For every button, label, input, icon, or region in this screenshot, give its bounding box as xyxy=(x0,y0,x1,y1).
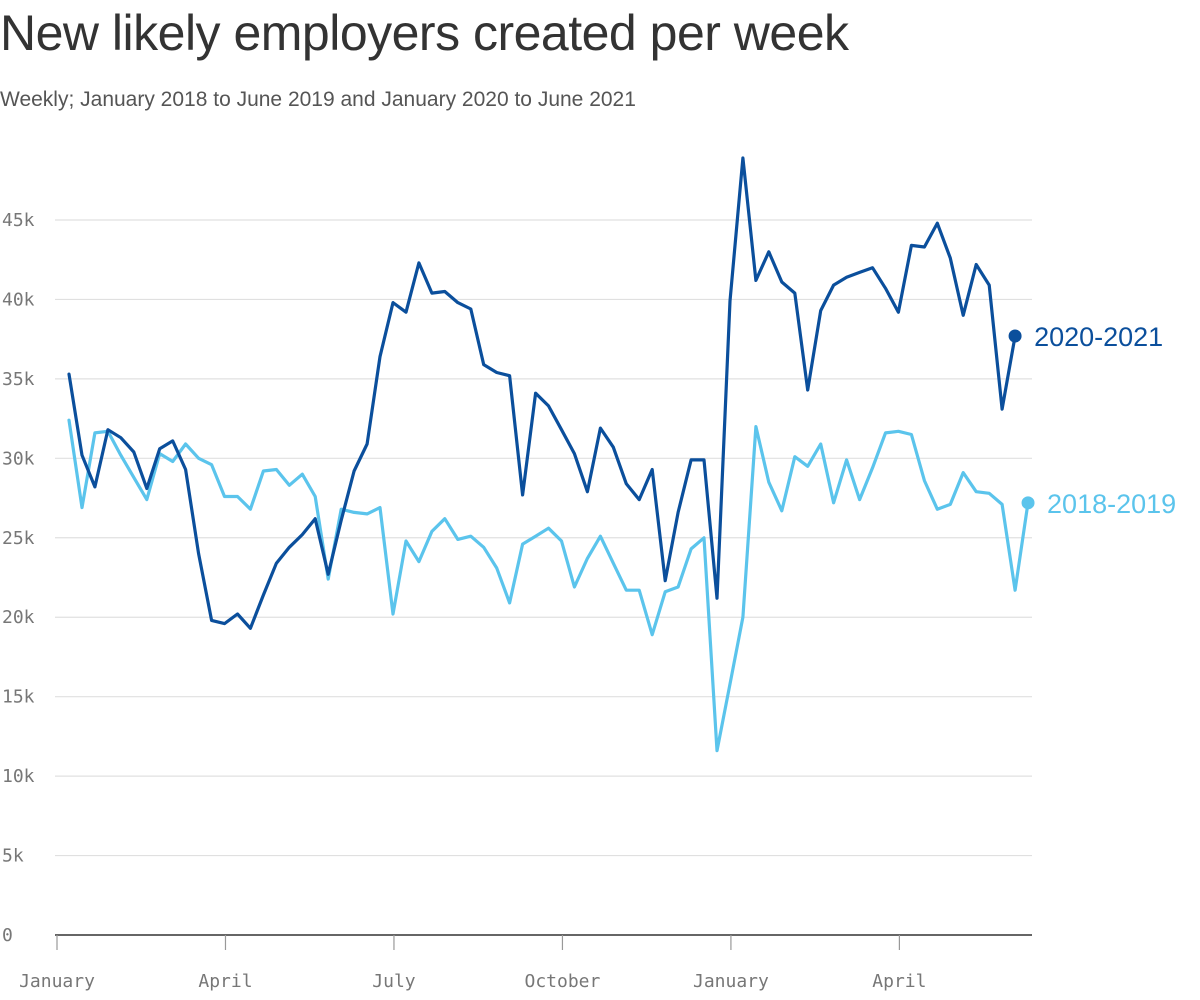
x-axis: January April July October January April xyxy=(19,934,1032,992)
series-end-label: 2018-2019 xyxy=(1047,489,1176,519)
chart-subtitle: Weekly; January 2018 to June 2019 and Ja… xyxy=(0,88,636,111)
series-lines xyxy=(67,156,1035,753)
y-axis-ticks: 0 5k 10k 15k 20k 25k 30k 35k 40k 45k xyxy=(2,210,35,946)
y-tick-label: 10k xyxy=(2,766,35,787)
x-tick-label: October xyxy=(525,971,601,992)
x-tick-label: April xyxy=(198,971,252,992)
x-tick-label: April xyxy=(872,971,926,992)
series-end-point xyxy=(1008,329,1022,343)
y-tick-label: 20k xyxy=(2,607,35,628)
x-tick-label: July xyxy=(372,971,416,992)
x-tick-label: January xyxy=(19,971,95,992)
series-end-label: 2020-2021 xyxy=(1034,322,1163,352)
end-labels: 2018-2019 2020-2021 xyxy=(1034,322,1176,519)
y-tick-label: 15k xyxy=(2,687,35,708)
series-end-point xyxy=(1021,496,1035,510)
x-tick-label: January xyxy=(693,971,769,992)
series-line-2020-2021 xyxy=(67,156,1017,630)
y-tick-label: 35k xyxy=(2,369,35,390)
grid-lines xyxy=(55,219,1032,857)
y-tick-label: 25k xyxy=(2,528,35,549)
y-tick-label: 30k xyxy=(2,448,35,469)
y-tick-label: 5k xyxy=(2,846,24,867)
series-line-2018-2019 xyxy=(67,418,1030,753)
y-tick-label: 0 xyxy=(2,925,13,946)
chart-title: New likely employers created per week xyxy=(0,5,849,61)
y-tick-label: 45k xyxy=(2,210,35,231)
y-tick-label: 40k xyxy=(2,289,35,310)
